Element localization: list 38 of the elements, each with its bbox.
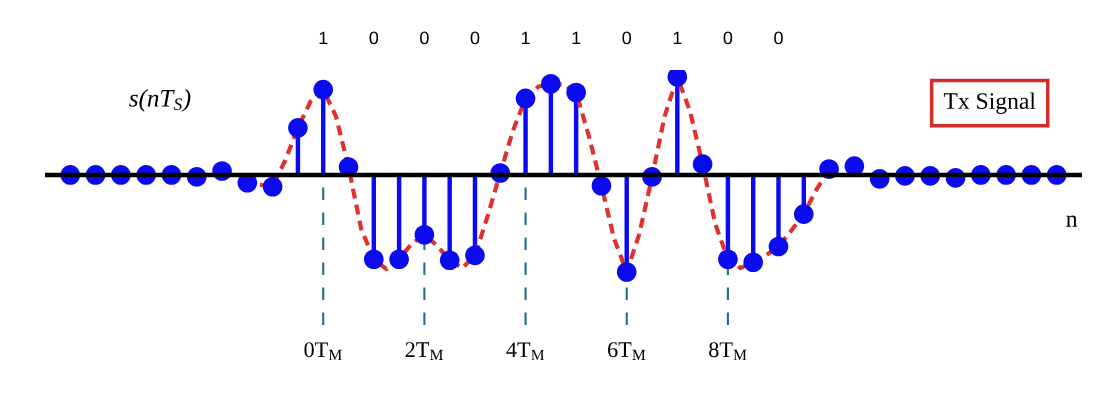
text: 0: [470, 31, 480, 45]
point: [667, 70, 688, 87]
text: 0: [774, 31, 783, 45]
point: [768, 236, 789, 257]
x-tick-label: 6T$_{M}$: [608, 342, 646, 360]
point: [692, 154, 713, 174]
x-tick-label: 4T$_{M}$: [506, 342, 545, 361]
point: [718, 249, 738, 270]
text: 1: [319, 31, 328, 45]
point: [389, 249, 409, 270]
point: [541, 73, 561, 94]
point: [616, 262, 637, 282]
text: 1: [673, 31, 682, 45]
text: 0: [369, 31, 379, 45]
point: [288, 118, 308, 138]
point: [465, 245, 485, 266]
point: [262, 176, 283, 197]
point: [439, 250, 460, 271]
point: [363, 249, 384, 270]
text: 0: [723, 31, 733, 45]
text: 1: [521, 31, 530, 45]
point: [793, 204, 814, 224]
text: 0: [420, 31, 429, 45]
point: [566, 82, 586, 103]
point: [515, 88, 536, 109]
point: [414, 224, 435, 245]
annotation: Tx Signal: [943, 92, 1036, 114]
x-tick-label: 8T$_{M}$: [709, 342, 747, 361]
point: [844, 156, 865, 176]
x-tick-label: 0T$_{M}$: [304, 342, 342, 361]
x-axis-title: n: [1066, 215, 1078, 227]
point: [743, 252, 764, 273]
text: 1: [572, 31, 581, 45]
point: [313, 79, 334, 100]
y-axis-title: s(nT$_{S}$): [129, 89, 191, 112]
text: 0: [622, 31, 632, 45]
x-tick-label: 2T$_{M}$: [405, 342, 443, 360]
point: [591, 175, 612, 196]
